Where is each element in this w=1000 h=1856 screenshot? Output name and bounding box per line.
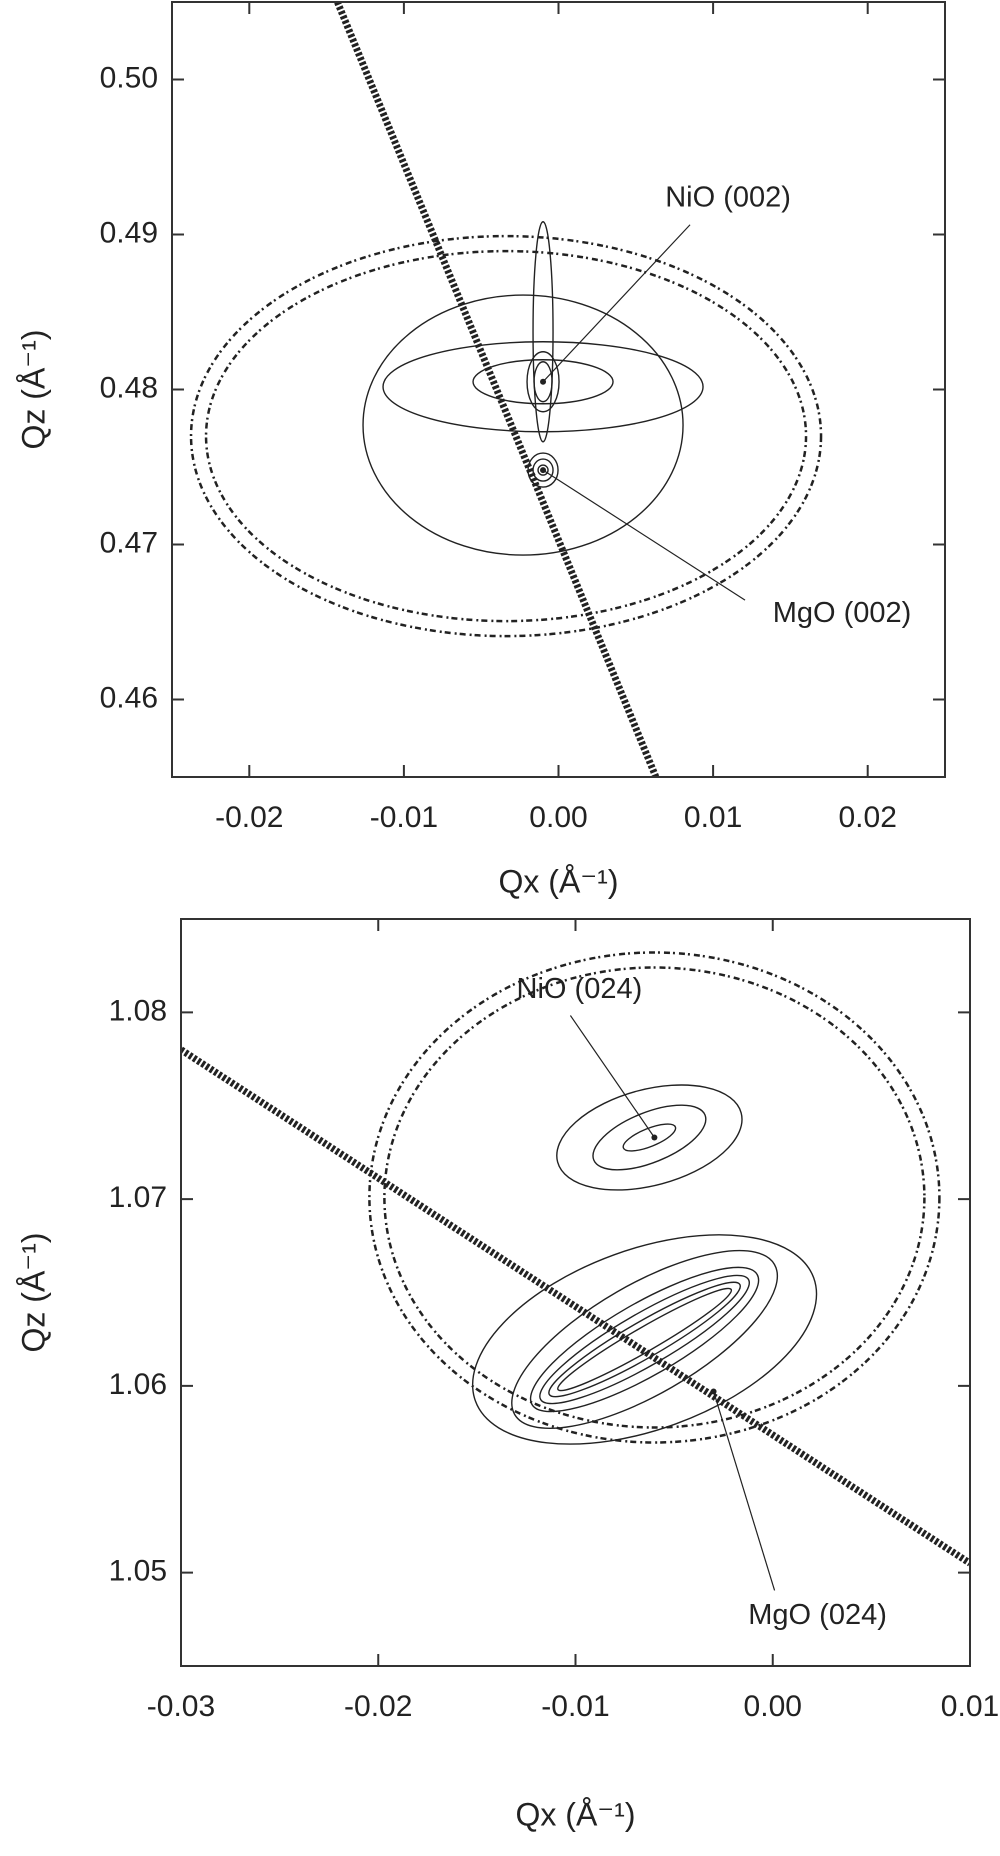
contour — [362, 294, 684, 556]
peak-label: MgO (024) — [748, 1599, 887, 1631]
y-tick-label: 0.50 — [100, 61, 158, 94]
streak — [181, 1046, 970, 1567]
x-tick-label: -0.03 — [147, 1690, 215, 1723]
panel: NiO (024) MgO (024) -0.03 -0.02 -0.01 0.00 0.0… — [15, 918, 999, 1832]
x-tick-label: 0.00 — [529, 801, 587, 834]
x-tick-label: 0.01 — [941, 1690, 999, 1723]
contour — [556, 1084, 743, 1191]
contour — [526, 351, 560, 413]
contour — [539, 1274, 751, 1405]
leader-line — [569, 1015, 655, 1138]
contour — [471, 1234, 818, 1445]
y-tick-label: 1.07 — [109, 1181, 167, 1214]
y-axis-label: Qz (Å⁻¹) — [15, 330, 51, 450]
contour — [368, 951, 941, 1444]
contour — [189, 234, 823, 638]
contour — [204, 249, 808, 623]
x-tick-label: 0.02 — [839, 801, 897, 834]
y-tick-label: 0.48 — [100, 371, 158, 404]
y-tick-label: 1.06 — [109, 1368, 167, 1401]
leader-line — [713, 1391, 776, 1591]
y-tick-label: 0.49 — [100, 216, 158, 249]
contour — [557, 1287, 733, 1392]
contour — [529, 1266, 760, 1413]
contour — [622, 1123, 677, 1152]
y-tick-label: 0.46 — [100, 681, 158, 714]
contour — [383, 966, 926, 1429]
contour — [533, 361, 553, 403]
contour — [532, 458, 554, 482]
peak-label: NiO (002) — [665, 181, 791, 213]
contour — [532, 221, 554, 443]
x-tick-label: -0.02 — [344, 1690, 412, 1723]
plot-frame — [180, 918, 971, 1667]
contour — [592, 1104, 707, 1171]
contour — [527, 452, 559, 488]
y-tick-label: 0.47 — [100, 526, 158, 559]
contour — [548, 1281, 741, 1398]
contour — [511, 1249, 779, 1430]
x-tick-label: -0.01 — [370, 801, 438, 834]
plot-area — [181, 951, 970, 1567]
x-tick-label: -0.02 — [215, 801, 283, 834]
x-axis-label: Qx (Å⁻¹) — [516, 1796, 636, 1832]
y-tick-label: 1.05 — [109, 1555, 167, 1588]
contour — [472, 359, 614, 405]
leader-line — [542, 224, 691, 383]
x-tick-label: 0.00 — [744, 1690, 802, 1723]
x-axis-label: Qx (Å⁻¹) — [499, 863, 619, 899]
contour — [382, 341, 704, 433]
panel: NiO (002) MgO (002) -0.02 -0.01 0.00 0.01 0.02… — [15, 1, 946, 899]
contour — [537, 464, 549, 476]
peak-label: MgO (002) — [773, 597, 912, 629]
plot-area — [189, 2, 823, 777]
leader-line — [542, 469, 746, 601]
x-tick-label: 0.01 — [684, 801, 742, 834]
y-tick-label: 1.08 — [109, 994, 167, 1027]
peak-label: NiO (024) — [517, 973, 643, 1005]
y-axis-label: Qz (Å⁻¹) — [15, 1233, 51, 1353]
x-tick-label: -0.01 — [541, 1690, 609, 1723]
